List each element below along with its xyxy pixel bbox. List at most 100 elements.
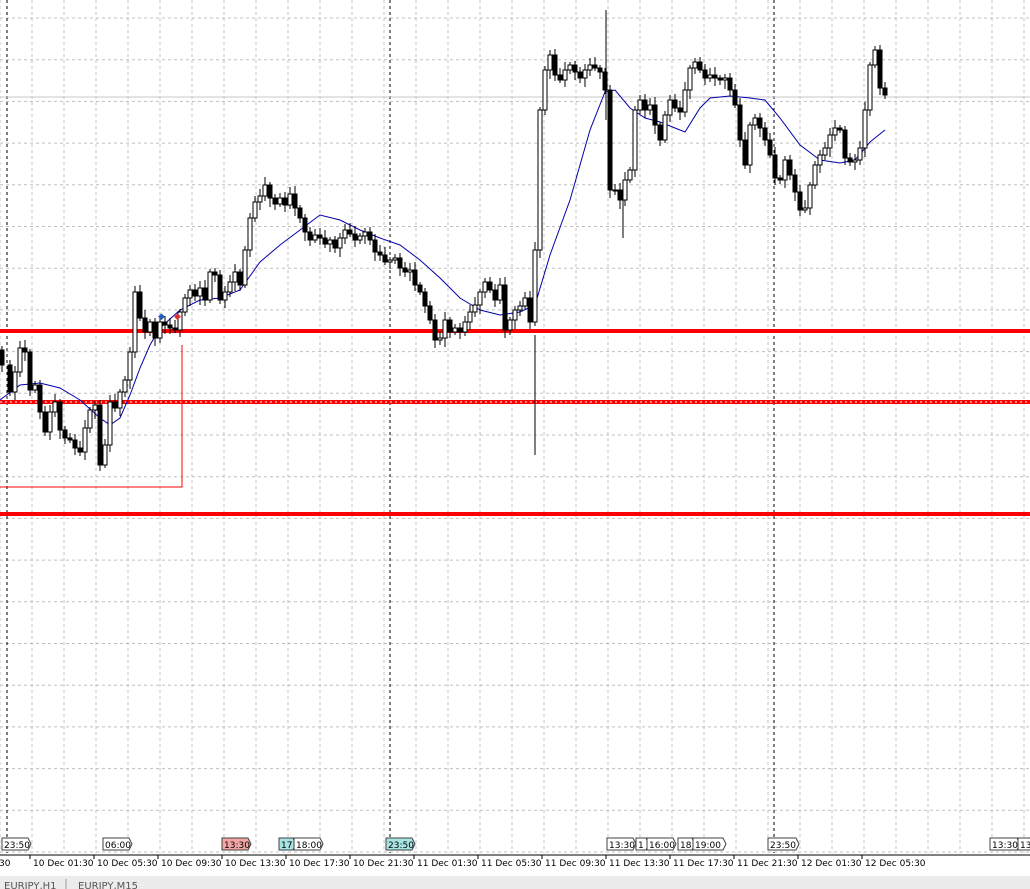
candle-body: [807, 184, 813, 209]
candle-body: [377, 251, 383, 256]
candle: [622, 172, 628, 206]
time-marker-box: [767, 837, 800, 851]
candle-body: [537, 109, 543, 251]
candle: [27, 349, 33, 396]
candle: [372, 234, 378, 261]
candle-body: [457, 327, 463, 333]
candle-body: [527, 297, 533, 323]
candle: [397, 253, 403, 276]
candle: [277, 193, 283, 207]
candle-body: [857, 147, 863, 161]
candle-body: [767, 139, 773, 156]
time-markers[interactable]: 23:50 06:00 13:30 17: 18:00 23:50 13:30 1 16:00 1…: [1, 837, 1030, 851]
time-marker-label[interactable]: 13:30: [221, 837, 252, 851]
candle-body: [302, 217, 308, 233]
time-marker-label[interactable]: 13:30: [989, 837, 1021, 851]
candle-body: [697, 61, 703, 71]
candle-body: [212, 271, 218, 276]
candle-body: [557, 74, 563, 81]
candle-body: [602, 71, 608, 91]
time-marker-box: [293, 837, 324, 851]
time-marker-label[interactable]: 18:: [677, 837, 696, 851]
time-marker-text: 06:00: [105, 841, 131, 851]
time-marker-label[interactable]: 23:50: [1, 837, 32, 851]
time-marker-label[interactable]: 13:30: [606, 837, 637, 851]
time-marker-text: 23:50: [4, 841, 30, 851]
candle-body: [107, 401, 113, 446]
time-marker-box: [102, 837, 133, 851]
candle-body: [357, 235, 363, 241]
candle-body: [202, 287, 208, 301]
candle: [647, 98, 653, 115]
candle: [172, 320, 178, 333]
candle-body: [32, 384, 38, 391]
candle-body: [172, 327, 178, 331]
candle: [352, 226, 358, 247]
candle: [707, 68, 713, 82]
time-marker-label[interactable]: 23:50: [385, 837, 416, 851]
candle-body: [362, 231, 368, 237]
candle-body: [152, 321, 158, 339]
candle: [192, 284, 198, 301]
candle: [827, 128, 833, 157]
candle-body: [57, 401, 63, 431]
candle-body: [517, 305, 523, 311]
candle: [637, 95, 643, 114]
time-marker-label[interactable]: 23:50: [767, 837, 800, 851]
x-tick-label: 10 Dec 05:30: [97, 859, 158, 869]
time-marker-label[interactable]: 06:00: [102, 837, 133, 851]
candle-body: [667, 99, 673, 116]
candle: [297, 205, 303, 223]
candle-body: [812, 164, 818, 186]
candle: [407, 263, 413, 281]
candle-body: [7, 364, 13, 393]
buy-arrow-icon: ◆: [158, 312, 165, 322]
candle-body: [837, 127, 843, 131]
time-marker-label[interactable]: 16:00: [646, 837, 677, 851]
candle: [742, 132, 748, 169]
candle: [272, 194, 278, 210]
candle: [317, 228, 323, 245]
candle: [497, 278, 503, 304]
candle: [307, 227, 313, 246]
candle-body: [632, 109, 638, 171]
time-marker-label[interactable]: 13:: [1017, 837, 1030, 851]
candle-body: [387, 259, 393, 263]
candle: [37, 380, 43, 419]
time-marker-label[interactable]: 19:00: [692, 837, 727, 851]
candle: [672, 94, 678, 112]
candle: [72, 434, 78, 455]
candle: [467, 305, 473, 330]
rectangle-zone[interactable]: [0, 345, 183, 488]
candle-body: [222, 291, 228, 301]
tab-eurjpy-h1[interactable]: EURJPY,H1: [4, 881, 57, 889]
time-marker-label[interactable]: 17:: [278, 837, 297, 851]
candle: [267, 182, 273, 207]
candle: [132, 286, 138, 358]
candle: [612, 184, 618, 195]
tab-eurjpy-m15[interactable]: EURJPY,M15: [78, 881, 138, 889]
candle-body: [847, 157, 853, 163]
candle-body: [682, 89, 688, 113]
candle-body: [72, 439, 78, 449]
candle: [512, 306, 518, 329]
candle: [87, 407, 93, 433]
candle: [362, 228, 368, 244]
candle-body: [727, 77, 733, 91]
candle-body: [187, 289, 193, 299]
candle-body: [427, 305, 433, 321]
support-resistance-lines[interactable]: [0, 329, 1030, 516]
candle-body: [312, 234, 318, 241]
candle-body: [827, 134, 833, 149]
time-marker-label[interactable]: 18:00: [293, 837, 324, 851]
candle-body: [27, 351, 33, 391]
candle: [472, 297, 478, 317]
candle-body: [832, 127, 838, 136]
candle-body: [787, 159, 793, 176]
symbol-tab-bar[interactable]: EURJPY,H1 EURJPY,M15: [0, 876, 1030, 889]
x-tick-label: 11 Dec 09:30: [545, 859, 606, 869]
candle: [817, 150, 823, 173]
candle-body: [197, 287, 203, 297]
candle: [717, 75, 723, 85]
